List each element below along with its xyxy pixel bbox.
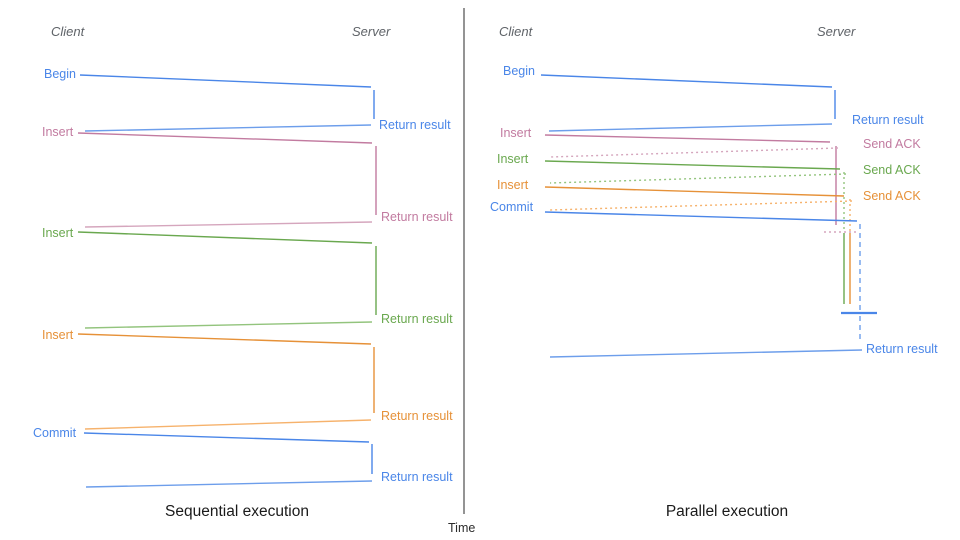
right-panel-caption: Parallel execution — [665, 503, 789, 520]
right-panel-lines — [540, 74, 877, 358]
right-insert2-ack-line — [549, 173, 847, 184]
left-panel-lines — [77, 74, 377, 488]
left-client-header: Client — [51, 24, 85, 39]
right-insert2-request-line — [544, 160, 841, 170]
right-return2-label: Return result — [866, 342, 938, 356]
right-server-header: Server — [817, 24, 856, 39]
left-commit-label: Commit — [33, 426, 77, 440]
left-return2-label: Return result — [381, 210, 453, 224]
left-insert3-label: Insert — [42, 328, 74, 342]
right-insert1-label: Insert — [500, 126, 532, 140]
right-ack3-label: Send ACK — [863, 189, 921, 203]
left-return5-label: Return result — [381, 470, 453, 484]
right-begin-label: Begin — [503, 64, 535, 78]
left-insert3-request-line — [77, 333, 372, 345]
right-client-header: Client — [499, 24, 533, 39]
right-commit-request-line — [544, 211, 858, 222]
right-commit-label: Commit — [490, 200, 534, 214]
right-insert1-request-line — [544, 134, 831, 143]
right-ack1-label: Send ACK — [863, 137, 921, 151]
right-ack2-label: Send ACK — [863, 163, 921, 177]
left-commit-request-line — [83, 432, 370, 443]
right-insert3-label: Insert — [497, 178, 529, 192]
left-return3-label: Return result — [381, 312, 453, 326]
left-return1-label: Return result — [379, 118, 451, 132]
left-begin-request-line — [79, 74, 372, 88]
left-commit-return-line — [85, 480, 373, 488]
left-begin-return-line — [84, 124, 372, 132]
right-insert3-request-line — [544, 186, 845, 197]
left-panel-caption: Sequential execution — [165, 503, 309, 520]
right-insert2-label: Insert — [497, 152, 529, 166]
left-insert2-return-line — [84, 321, 373, 329]
right-begin-return-line — [548, 123, 833, 132]
right-return1-label: Return result — [852, 113, 924, 127]
left-insert1-label: Insert — [42, 125, 74, 139]
right-final-return-line — [549, 349, 863, 358]
left-server-header: Server — [352, 24, 391, 39]
right-begin-request-line — [540, 74, 833, 88]
left-insert2-request-line — [77, 231, 373, 244]
left-begin-label: Begin — [44, 67, 76, 81]
left-return4-label: Return result — [381, 409, 453, 423]
left-insert1-return-line — [84, 221, 373, 228]
left-insert2-label: Insert — [42, 226, 74, 240]
left-insert1-request-line — [77, 132, 373, 144]
right-insert3-ack-line — [549, 200, 853, 211]
left-insert3-return-line — [84, 419, 372, 430]
time-axis-label: Time — [448, 521, 476, 535]
right-insert1-ack-line — [549, 147, 839, 158]
